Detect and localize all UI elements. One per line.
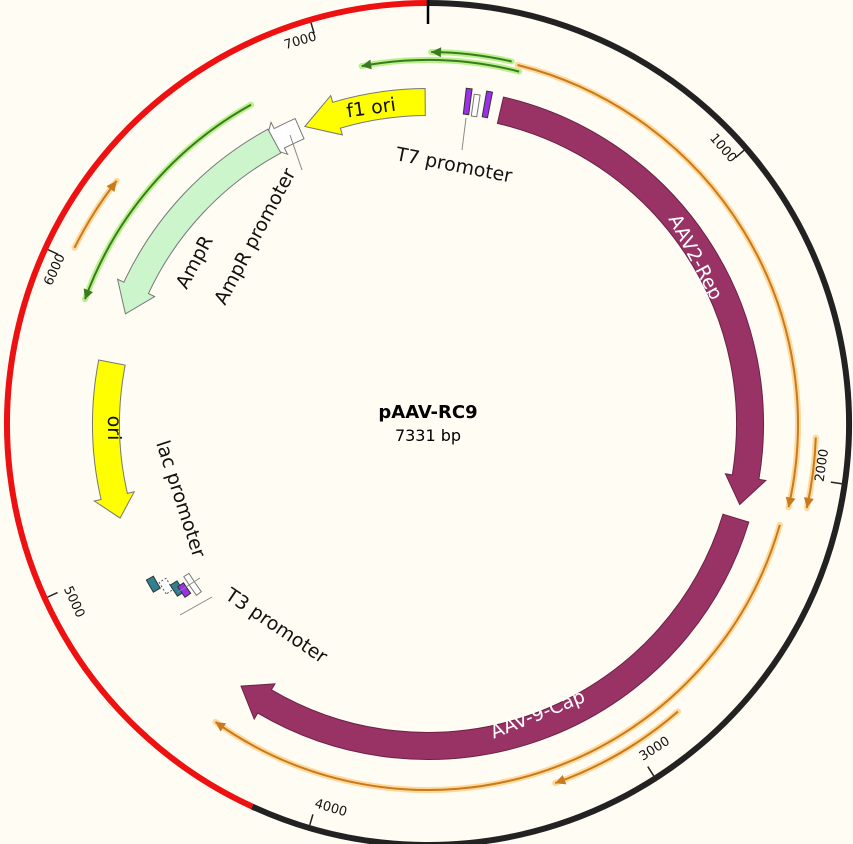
green-primer-1[interactable] — [361, 59, 520, 73]
tick-label-2000: 2000 — [813, 448, 833, 483]
orange-primer-3[interactable] — [214, 524, 781, 791]
green-primer-3[interactable] — [84, 103, 252, 300]
orange-primer-1[interactable] — [517, 64, 799, 508]
orange-primer-5-arrowhead — [106, 180, 117, 192]
feature-f1-ori[interactable] — [303, 87, 426, 136]
feature-label-lac-promoter[interactable]: lac promoter — [151, 438, 210, 561]
plasmid-length: 7331 bp — [395, 426, 461, 445]
backbone-arc — [250, 0, 852, 844]
orange-primer-3-arrowhead — [215, 722, 227, 732]
feature-label-t7-promoter[interactable]: T7 promoter — [393, 143, 514, 187]
green-primer-1-arrowhead — [361, 59, 372, 70]
feature-t7-b[interactable] — [481, 90, 494, 119]
orange-primer-4[interactable] — [554, 710, 679, 785]
feature-ampr[interactable] — [116, 128, 282, 315]
t7-leader-line — [461, 117, 467, 151]
ampr-promoter-leader-line — [289, 134, 303, 171]
feature-aav9-cap[interactable] — [240, 513, 750, 760]
orange-primer-2-arrowhead — [804, 497, 814, 508]
feature-lac-a[interactable] — [145, 575, 161, 593]
feature-t7-promoter[interactable] — [470, 93, 481, 118]
highlighted-region-arc[interactable] — [3, 0, 429, 810]
plasmid-name: pAAV-RC9 — [378, 402, 477, 423]
feature-label-t3-promoter[interactable]: T3 promoter — [220, 583, 331, 668]
tick-label-6000: 6000 — [41, 252, 68, 288]
tick-mark — [310, 22, 315, 34]
feature-t3-promoter[interactable] — [183, 572, 202, 597]
feature-t3-a[interactable] — [177, 582, 192, 598]
tick-mark — [309, 814, 314, 826]
feature-ori[interactable] — [92, 359, 136, 519]
lac-leader-line — [177, 577, 201, 593]
feature-aav2-rep[interactable] — [496, 96, 767, 506]
green-primer-3-arrowhead — [83, 288, 93, 300]
tick-mark — [47, 591, 58, 598]
tick-mark — [647, 766, 655, 777]
tick-mark — [830, 481, 842, 485]
tick-mark — [735, 149, 745, 159]
green-primer-2-arrowhead — [431, 47, 442, 58]
tick-label-4000: 4000 — [313, 796, 349, 820]
tick-mark — [47, 249, 59, 256]
tick-label-5000: 5000 — [60, 584, 87, 620]
feature-t7-a[interactable] — [462, 87, 473, 116]
t3-leader-line — [179, 596, 213, 616]
tick-label-7000: 7000 — [282, 29, 318, 53]
orange-primer-1-arrowhead — [785, 496, 796, 508]
feature-label-ori[interactable]: ori — [103, 416, 125, 441]
orange-primer-4-arrowhead — [555, 775, 567, 785]
